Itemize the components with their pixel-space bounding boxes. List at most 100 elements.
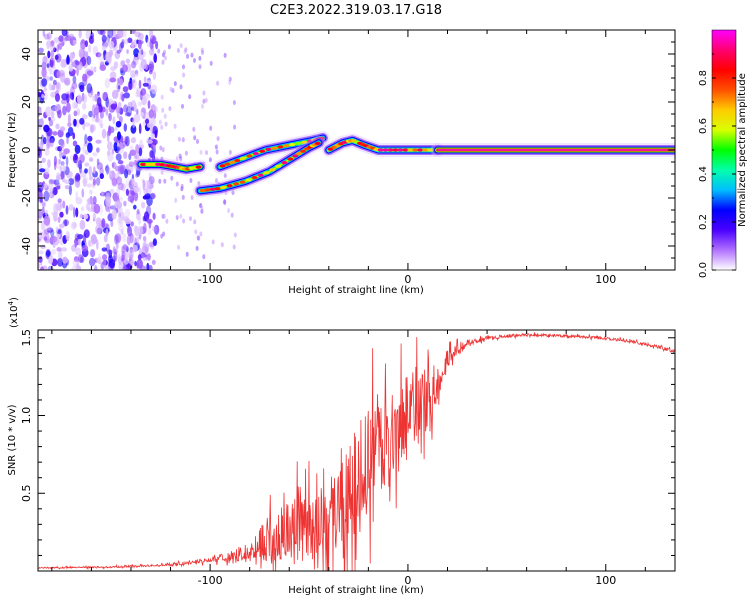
heatmap-noise-cell	[232, 244, 236, 250]
heatmap-noise-cell	[118, 216, 123, 225]
heatmap-noise-cell	[119, 164, 126, 175]
heatmap-noise-cell	[78, 30, 82, 38]
heatmap-noise-cell	[127, 225, 133, 237]
heatmap-noise-cell	[85, 30, 91, 40]
heatmap-noise-cell	[77, 160, 83, 170]
heatmap-noise-cell	[57, 216, 61, 223]
heatmap-noise-cell	[99, 64, 107, 71]
heatmap-noise-cell	[73, 118, 77, 127]
heatmap-x-tick-label: 100	[595, 273, 616, 286]
heatmap-noise-cell	[42, 202, 46, 208]
heatmap-noise-cell	[88, 110, 94, 118]
colorbar-ticks: 0.0 0.2 0.4 0.6 0.8	[698, 53, 736, 278]
heatmap-noise-cell	[123, 104, 129, 113]
heatmap-noise-cell	[138, 186, 142, 196]
snr-x-tick-label: -100	[198, 574, 223, 587]
heatmap-noise-cell	[129, 145, 134, 150]
heatmap-noise-cell	[143, 188, 148, 195]
heatmap-noise-cell	[68, 204, 75, 211]
heatmap-noise-cell	[138, 32, 144, 41]
heatmap-noise-cell	[49, 57, 56, 69]
heatmap-noise-cell	[46, 250, 51, 257]
heatmap-ridge-bead	[234, 158, 241, 163]
heatmap-ridge-bead	[224, 162, 231, 166]
heatmap-noise-cell	[132, 73, 139, 78]
heatmap-noise-cell	[149, 48, 155, 56]
heatmap-noise-cell	[78, 254, 84, 263]
heatmap-noise-cell	[228, 149, 232, 155]
heatmap-noise-cell	[142, 235, 147, 242]
heatmap-noise-cell	[176, 48, 180, 53]
heatmap-noise-cell	[48, 116, 51, 121]
heatmap-noise-cell	[193, 219, 197, 225]
heatmap-noise-cell	[95, 217, 102, 226]
heatmap-noise-cell	[71, 61, 76, 67]
heatmap-noise-cell	[55, 93, 60, 102]
heatmap-noise-cell	[182, 64, 185, 70]
heatmap-ridge-bead	[407, 148, 414, 152]
heatmap-noise-cell	[113, 251, 118, 262]
heatmap-noise-cell	[64, 185, 70, 190]
heatmap-noise-cell	[90, 249, 96, 258]
heatmap-ridge-bead	[387, 148, 394, 152]
heatmap-noise-cell	[72, 259, 79, 268]
heatmap-ridge-bead	[271, 146, 278, 150]
heatmap-noise-cell	[188, 94, 192, 100]
heatmap-ridge-bead	[246, 154, 253, 158]
heatmap-noise-cell	[202, 98, 206, 104]
heatmap-noise-cell	[230, 212, 234, 218]
heatmap-noise-cell	[96, 158, 100, 165]
heatmap-noise-cell	[53, 47, 57, 53]
heatmap-noise-cell	[59, 126, 66, 132]
heatmap-noise-cell	[124, 136, 128, 145]
heatmap-noise-cell	[97, 30, 104, 35]
heatmap-noise-cell	[129, 248, 134, 260]
heatmap-noise-cell	[93, 203, 101, 214]
heatmap-noise-cell	[101, 190, 104, 197]
heatmap-ticks: -100 0 100 -40 -20 0 20 40	[20, 29, 675, 286]
heatmap-noise-cell	[137, 39, 142, 49]
colorbar-tick-label: 0.2	[698, 214, 709, 230]
heatmap-noise-cell	[87, 142, 93, 153]
heatmap-noise-cell	[189, 178, 193, 183]
heatmap-noise-cell	[38, 47, 44, 54]
heatmap-noise-cell	[84, 168, 88, 174]
heatmap-y-axis-label: Frequency (Hz)	[7, 112, 18, 188]
heatmap-noise-cell	[121, 39, 125, 45]
heatmap-noise-cell	[40, 265, 44, 270]
heatmap-noise-cell	[223, 173, 227, 179]
heatmap-ridge-bead	[382, 148, 389, 152]
heatmap-noise-cell	[117, 131, 121, 141]
heatmap-noise-cell	[129, 149, 137, 156]
heatmap-noise-cell	[120, 228, 124, 235]
heatmap-noise-cell	[111, 162, 115, 168]
heatmap-noise-cell	[57, 42, 63, 50]
heatmap-noise-cell	[98, 104, 103, 113]
heatmap-noise-cell	[130, 79, 136, 84]
heatmap-noise-cell	[75, 207, 79, 218]
heatmap-noise-cell	[96, 227, 102, 235]
snr-y-multiplier-exp: 4	[7, 300, 15, 305]
heatmap-noise-cell	[136, 259, 143, 269]
heatmap-noise-cell	[67, 126, 74, 137]
heatmap-noise-cell	[198, 64, 202, 70]
heatmap-noise-cell	[126, 49, 129, 54]
heatmap-noise-cell	[69, 92, 75, 100]
heatmap-noise-cell	[169, 86, 173, 92]
heatmap-ridge-bead	[422, 148, 429, 152]
heatmap-noise-cell	[55, 82, 60, 90]
heatmap-noise-cell	[117, 101, 122, 109]
heatmap-noise-cell	[136, 89, 140, 97]
heatmap-noise-cell	[61, 247, 68, 252]
heatmap-ridge-bead	[296, 152, 303, 156]
heatmap-noise-cell	[62, 256, 68, 264]
heatmap-noise-cell	[81, 92, 85, 102]
heatmap-noise-cell	[57, 109, 62, 119]
heatmap-noise-cell	[95, 177, 101, 186]
heatmap-noise-cell	[126, 106, 132, 117]
colorbar: 0.0 0.2 0.4 0.6 0.8 Normalized spectral ampl…	[698, 29, 748, 278]
heatmap-noise-cell	[161, 59, 165, 65]
heatmap-noise-cell	[147, 228, 152, 236]
heatmap-noise-cell	[101, 218, 106, 229]
heatmap-noise-cell	[162, 231, 166, 237]
